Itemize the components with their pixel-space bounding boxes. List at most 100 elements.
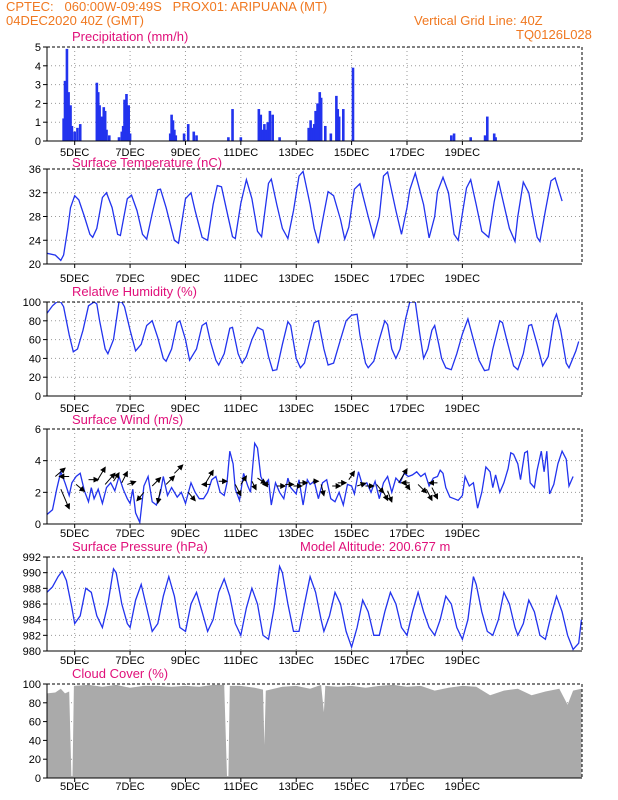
y-tick-label: 1 — [35, 117, 41, 129]
precip-bar — [103, 110, 107, 141]
x-tick-label: 19DEC — [445, 273, 481, 285]
precip-bar — [76, 127, 79, 141]
x-tick-label: 11DEC — [224, 273, 259, 285]
precip-bar — [174, 135, 178, 141]
wind-vector-arrow — [75, 484, 86, 493]
x-tick-label: 17DEC — [389, 655, 425, 667]
y-tick-label: 984 — [23, 615, 41, 627]
x-tick-label: 7DEC — [115, 655, 144, 667]
precip-bar — [67, 92, 70, 141]
precip-bar — [96, 92, 100, 141]
precip-bar — [78, 124, 82, 141]
x-tick-label: 13DEC — [278, 528, 314, 540]
panel-plot — [47, 441, 574, 524]
y-tick-label: 0 — [35, 519, 41, 531]
y-tick-label: 100 — [23, 297, 41, 309]
x-tick-label: 5DEC — [60, 273, 89, 285]
y-tick-label: 6 — [35, 424, 41, 436]
x-tick-label: 19DEC — [445, 528, 481, 540]
panel-2: 20 24 28 32 36 5DEC 7DEC 9DEC 11DEC 13DEC 15DEC 17D… — [29, 155, 583, 285]
x-tick-label: 9DEC — [171, 273, 200, 285]
precip-bar — [95, 82, 99, 141]
precip-bar — [341, 109, 345, 141]
x-tick-label: 9DEC — [171, 528, 200, 540]
x-tick-label: 15DEC — [334, 528, 370, 540]
y-tick-label: 24 — [29, 235, 41, 247]
x-tick-label: 15DEC — [334, 147, 370, 159]
wind-vector-arrow — [319, 484, 326, 497]
x-tick-label: 15DEC — [334, 655, 370, 667]
precip-bar — [337, 116, 341, 141]
x-tick-label: 15DEC — [334, 273, 370, 285]
precip-bar — [263, 124, 266, 141]
precip-bar — [329, 133, 333, 141]
wind-vector-arrow — [155, 489, 162, 505]
precip-bar — [323, 125, 327, 141]
y-tick-label: 3 — [35, 80, 41, 92]
x-tick-label: 17DEC — [389, 273, 425, 285]
precip-bar — [335, 95, 338, 141]
wind-vector-arrow — [234, 484, 242, 497]
x-tick-label: 13DEC — [278, 655, 314, 667]
x-tick-label: 7DEC — [115, 403, 144, 415]
wind-vector-arrow — [348, 470, 355, 480]
x-tick-label: 17DEC — [389, 403, 425, 415]
x-tick-label: 11DEC — [224, 403, 259, 415]
x-tick-label: 17DEC — [389, 781, 425, 793]
panel-6: 0 20 40 60 80 100 5DEC 7DEC 9DEC 11DEC 13DEC 15DEC 1… — [23, 666, 583, 793]
precip-bar — [312, 124, 316, 141]
panel-plot — [62, 48, 497, 141]
precip-bar — [117, 137, 121, 141]
y-tick-label: 40 — [29, 735, 41, 747]
panel-annotation: Model Altitude: 200.677 m — [300, 539, 450, 554]
y-tick-label: 2 — [35, 487, 41, 499]
precip-bar — [261, 129, 264, 141]
x-tick-label: 9DEC — [171, 655, 200, 667]
x-tick-label: 5DEC — [60, 403, 89, 415]
y-tick-label: 36 — [29, 164, 41, 176]
precip-bar — [186, 124, 190, 141]
cloud-cover-area — [47, 684, 582, 778]
wind-vector-arrow — [251, 481, 257, 491]
series-line — [47, 302, 580, 372]
panel-title: Cloud Cover (%) — [72, 666, 168, 681]
precip-bar — [314, 110, 317, 141]
x-tick-label: 9DEC — [171, 147, 200, 159]
precip-bar — [452, 133, 456, 141]
panel-3: 0 20 40 60 80 100 5DEC 7DEC 9DEC 11DEC 13DEC 15DEC 1… — [23, 284, 583, 415]
y-tick-label: 60 — [29, 335, 41, 347]
y-tick-label: 988 — [23, 583, 41, 595]
wind-vector-arrow — [121, 470, 128, 484]
wind-vector-arrow — [104, 472, 116, 485]
wind-vector-arrow — [204, 469, 214, 485]
y-tick-label: 990 — [23, 568, 41, 580]
x-tick-label: 15DEC — [334, 403, 370, 415]
precip-bar — [108, 135, 111, 141]
precip-bar — [316, 103, 319, 141]
precip-bar — [121, 125, 125, 141]
x-tick-label: 19DEC — [445, 147, 481, 159]
precip-bar — [469, 137, 472, 141]
precip-bar — [102, 107, 106, 141]
precip-bar — [227, 137, 230, 141]
wind-vector-arrow — [187, 492, 196, 502]
precip-bar — [127, 105, 130, 141]
x-tick-label: 17DEC — [389, 528, 425, 540]
x-tick-label: 7DEC — [115, 781, 144, 793]
x-tick-label: 11DEC — [224, 528, 259, 540]
x-tick-label: 7DEC — [115, 528, 144, 540]
header-date-line: 04DEC2020 40Z (GMT) — [6, 13, 144, 28]
precip-bar — [449, 135, 453, 141]
x-tick-label: 15DEC — [334, 781, 370, 793]
precip-bar — [483, 135, 487, 141]
precip-bar — [182, 133, 186, 141]
wind-vector-arrow — [113, 472, 120, 482]
precip-bar — [171, 120, 175, 141]
wind-vector-arrow — [127, 480, 137, 487]
x-tick-label: 11DEC — [224, 655, 259, 667]
header-station-line: CPTEC: 060:00W-09:49S PROX01: ARIPUANA (… — [6, 0, 328, 14]
wind-vector-arrow — [165, 475, 176, 485]
y-tick-label: 0 — [35, 391, 41, 403]
precip-bar — [173, 129, 176, 141]
panel-title: Surface Temperature (nC) — [72, 155, 222, 170]
